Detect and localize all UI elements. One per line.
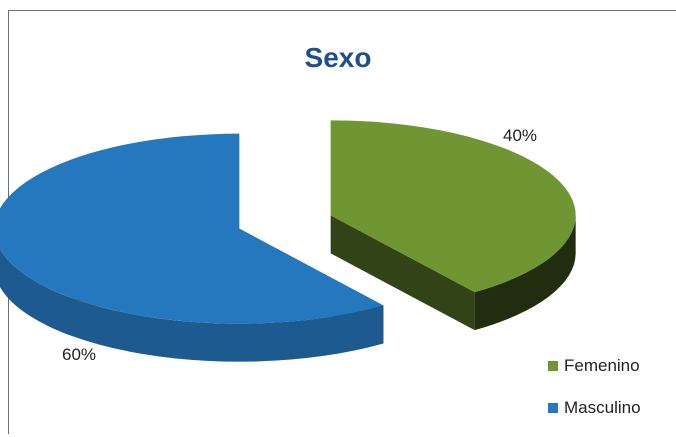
legend-swatch-masculino: [548, 403, 558, 413]
legend-item-femenino: Femenino: [548, 353, 641, 379]
pie-slice-femenino-wall: [330, 215, 475, 331]
legend: Femenino Masculino: [548, 353, 641, 437]
legend-item-masculino: Masculino: [548, 395, 641, 421]
legend-label-masculino: Masculino: [564, 398, 641, 417]
pie-slice-femenino-top: [330, 120, 576, 293]
pie-slice-femenino: [330, 120, 576, 331]
pie-slice-femenino-side: [474, 215, 576, 331]
chart-border-top: [8, 10, 676, 11]
pie-slice-masculino-side: [0, 248, 384, 362]
legend-swatch-femenino: [548, 361, 558, 371]
top-strip: [0, 0, 676, 18]
legend-label-femenino: Femenino: [564, 356, 640, 375]
data-label-masculino: 60%: [62, 345, 97, 364]
chart-title: Sexo: [304, 42, 372, 73]
pie-slice-masculino-top: [0, 133, 384, 324]
data-label-femenino: 40%: [503, 126, 538, 145]
pie-slice-masculino: [0, 133, 384, 362]
